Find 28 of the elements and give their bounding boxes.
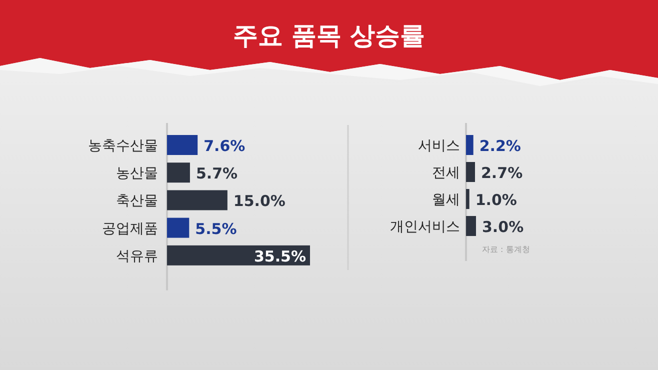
data-label: 7.6% — [204, 137, 246, 155]
data-label: 3.0% — [482, 218, 524, 236]
bar — [167, 135, 198, 155]
data-label: 5.5% — [195, 220, 237, 238]
data-label: 2.7% — [481, 164, 523, 182]
data-label: 15.0% — [233, 192, 286, 210]
chart-title: 주요 품목 상승률 — [232, 21, 426, 50]
y-tick-label: 농축수산물 — [88, 138, 158, 154]
y-tick-label: 월세 — [432, 192, 460, 208]
y-tick-label: 서비스 — [418, 138, 460, 154]
bar — [167, 218, 190, 238]
y-tick-label: 석유류 — [116, 248, 158, 264]
text: 자료 : 통계청 — [482, 245, 530, 254]
y-tick-label: 전세 — [432, 165, 460, 181]
bar — [466, 189, 470, 209]
data-label: 5.7% — [196, 164, 238, 183]
y-tick-label: 농산물 — [116, 166, 158, 182]
data-label: 1.0% — [475, 191, 517, 209]
y-tick-label: 축산물 — [116, 193, 158, 210]
bar — [466, 135, 474, 155]
y-tick-label: 개인서비스 — [390, 219, 460, 235]
data-label: 35.5% — [254, 247, 306, 266]
bar — [167, 162, 190, 183]
bar — [466, 162, 475, 182]
data-label: 2.2% — [479, 137, 521, 155]
bar — [466, 216, 476, 236]
y-tick-label: 공업제품 — [102, 220, 158, 237]
bar — [167, 190, 228, 210]
